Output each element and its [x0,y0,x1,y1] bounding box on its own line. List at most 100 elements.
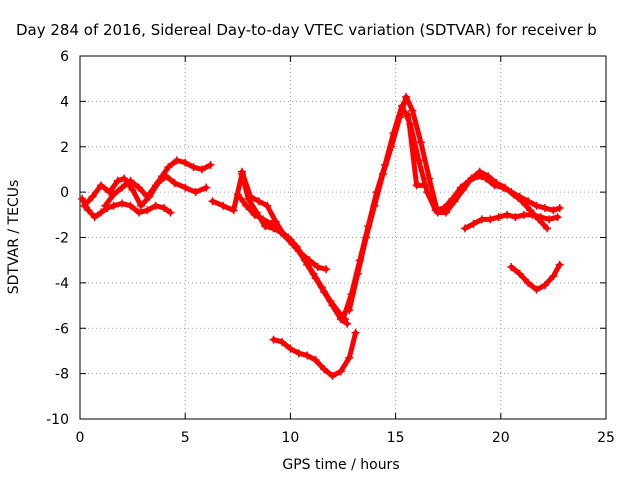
data-point [313,262,322,271]
data-point [528,210,537,219]
grid-lines [80,56,606,419]
data-point [229,206,238,215]
y-tick-label: -8 [55,367,69,383]
data-point [421,181,430,190]
data-point [294,349,303,358]
data-point [475,167,484,176]
data-point [555,260,564,269]
series-track-1 [78,194,175,222]
data-point [189,163,198,172]
data-point [362,233,371,242]
data-point [292,242,301,251]
data-point [555,204,564,213]
series-track-10 [461,210,562,233]
data-point [317,283,326,292]
y-axis-label: SDTVAR / TECUs [6,180,22,295]
data-point [370,201,379,210]
y-tick-label: 0 [60,185,69,201]
series-trace [102,157,213,209]
data-point [172,156,181,165]
data-point [311,356,320,365]
data-point [412,181,421,190]
data-point [143,192,152,201]
series-track-6 [233,190,350,324]
data-point [233,190,242,199]
data-point [351,328,360,337]
data-point [303,351,312,360]
data-point [549,272,558,281]
data-point [101,201,110,210]
data-point [416,138,425,147]
data-point [320,365,329,374]
data-point [545,215,554,224]
data-point [263,201,272,210]
data-point [442,208,451,217]
data-point [126,201,135,210]
data-point [524,278,533,287]
data-point [97,181,106,190]
data-point [336,367,345,376]
axis-ticks: 0 5 10 15 20 25 -10 -8 -6 -4 -2 0 2 4 6 [46,49,615,446]
data-point [105,188,114,197]
data-point [137,201,146,210]
x-tick-label: 5 [181,430,190,446]
data-point [109,190,118,199]
data-point [540,281,549,290]
data-point [553,213,562,222]
data-point [97,208,106,217]
data-point [242,201,251,210]
data-point [143,206,152,215]
data-point [353,269,362,278]
data-point [286,344,295,353]
x-tick-label: 0 [76,430,85,446]
data-point [259,215,268,224]
data-point [254,197,263,206]
data-point [170,179,179,188]
data-point [402,92,411,101]
data-point [494,213,503,222]
data-point [267,219,276,228]
data-point [532,285,541,294]
y-tick-label: -6 [55,321,69,337]
data-point [109,201,118,210]
data-point [540,204,549,213]
data-point [387,142,396,151]
data-point [404,110,413,119]
data-point [378,169,387,178]
data-point [275,226,284,235]
y-tick-label: 2 [60,140,69,156]
series-track-11 [269,328,360,380]
data-point [246,192,255,201]
data-point [78,194,87,203]
data-point [160,204,169,213]
data-point [301,256,310,265]
data-point [486,215,495,224]
data-point [509,190,518,199]
data-point [515,269,524,278]
data-point [408,106,417,115]
data-point [517,197,526,206]
data-point [80,201,89,210]
data-points [78,92,564,380]
data-point [519,210,528,219]
data-point [118,183,127,192]
data-point [461,224,470,233]
series-trace [508,262,563,293]
data-point [206,160,215,169]
data-point [164,163,173,172]
series-track-3 [101,156,215,210]
data-point [507,262,516,271]
data-point [238,167,247,176]
data-point [261,222,270,231]
data-point [477,215,486,224]
data-point [309,269,318,278]
data-point [334,308,343,317]
data-point [120,174,129,183]
y-tick-label: 6 [60,49,69,65]
data-point [423,188,432,197]
series-trace [271,330,359,379]
series-trace [235,191,348,322]
x-axis-label: GPS time / hours [282,457,399,473]
data-point [113,176,122,185]
